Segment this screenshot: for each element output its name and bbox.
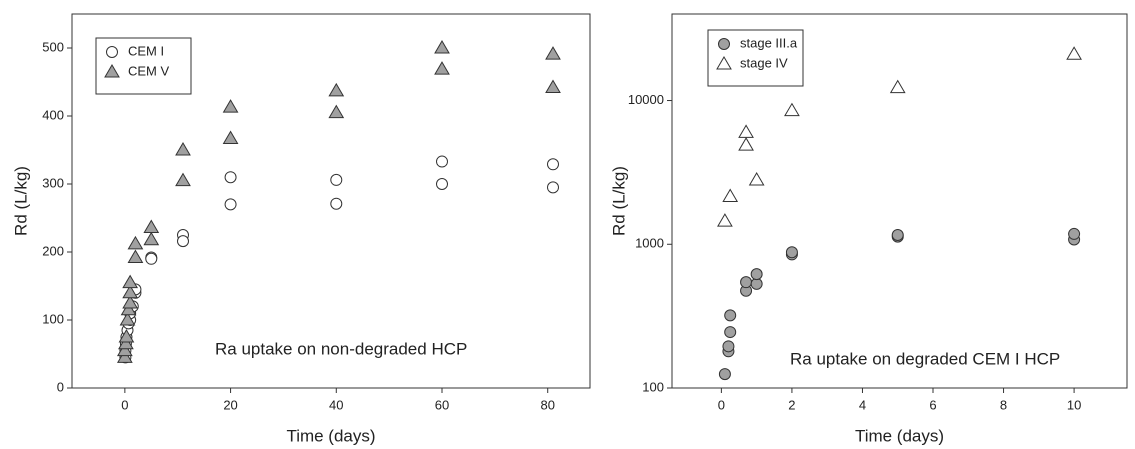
triangle-marker — [738, 137, 754, 151]
circle-marker — [224, 171, 237, 184]
x-axis-label: Time (days) — [286, 426, 375, 445]
legend-label: stage IV — [740, 55, 788, 70]
circle-marker — [177, 235, 189, 248]
triangle-marker — [738, 124, 754, 138]
triangle-marker — [116, 349, 133, 363]
triangle-marker — [1066, 46, 1082, 60]
y-tick-label: 400 — [42, 107, 64, 122]
circle-marker — [785, 246, 798, 259]
circle-marker — [547, 181, 559, 194]
y-axis-label: Rd (L/kg) — [609, 166, 628, 236]
triangle-marker — [222, 130, 239, 144]
y-tick-label: 0 — [57, 379, 64, 394]
y-tick-label: 200 — [42, 243, 64, 258]
plot-frame — [671, 13, 1128, 389]
triangle-marker — [143, 219, 160, 234]
x-tick-label: 80 — [540, 397, 554, 412]
circle-marker — [750, 268, 763, 281]
x-tick-label: 2 — [788, 397, 795, 412]
annotation: Ra uptake on non-degraded HCP — [215, 339, 467, 358]
legend-label: CEM V — [128, 63, 170, 78]
circle-marker — [436, 178, 448, 190]
x-tick-label: 8 — [1000, 397, 1007, 412]
y-tick-label: 1000 — [635, 236, 664, 251]
triangle-marker — [104, 64, 120, 78]
x-axis-label: Time (days) — [855, 426, 944, 445]
triangle-marker — [116, 342, 133, 357]
triangle-marker — [545, 46, 561, 60]
circle-marker — [724, 326, 737, 339]
triangle-marker — [716, 56, 732, 70]
circle-marker — [145, 252, 158, 265]
circle-marker — [1068, 227, 1081, 240]
x-tick-label: 60 — [435, 397, 449, 412]
circle-marker — [330, 197, 343, 210]
circle-marker — [718, 368, 731, 381]
triangle-marker — [722, 188, 739, 202]
x-tick-label: 0 — [121, 397, 128, 412]
circle-marker — [547, 158, 559, 171]
circle-marker — [891, 229, 904, 242]
plot-frame — [71, 13, 591, 389]
triangle-marker — [122, 295, 139, 309]
x-tick-label: 4 — [859, 397, 866, 412]
triangle-marker — [120, 301, 137, 316]
y-axis-label: Rd (L/kg) — [11, 166, 30, 236]
annotation: Ra uptake on degraded CEM I HCP — [790, 349, 1060, 368]
x-tick-label: 6 — [929, 397, 936, 412]
triangle-marker — [127, 235, 144, 250]
y-tick-label: 10000 — [628, 92, 664, 107]
triangle-marker — [434, 40, 450, 54]
triangle-marker — [122, 274, 139, 289]
circle-marker — [718, 38, 730, 50]
triangle-marker — [545, 79, 561, 93]
triangle-marker — [222, 99, 239, 113]
triangle-marker — [328, 82, 345, 97]
y-tick-label: 100 — [42, 311, 64, 326]
triangle-marker — [127, 249, 144, 263]
triangle-marker — [717, 213, 733, 227]
legend-label: CEM I — [128, 43, 164, 58]
triangle-marker — [889, 79, 906, 94]
circle-marker — [224, 198, 237, 211]
triangle-marker — [328, 104, 345, 119]
triangle-marker — [143, 231, 160, 246]
triangle-marker — [784, 102, 800, 117]
y-tick-label: 100 — [642, 379, 664, 394]
y-tick-label: 500 — [42, 39, 64, 54]
circle-marker — [436, 155, 448, 168]
x-tick-label: 40 — [329, 397, 343, 412]
circle-marker — [330, 173, 343, 186]
triangle-marker — [118, 335, 134, 350]
triangle-marker — [748, 172, 765, 186]
legend-label: stage III.a — [740, 35, 798, 50]
triangle-marker — [175, 142, 191, 156]
circle-marker — [722, 340, 735, 353]
x-tick-label: 10 — [1067, 397, 1081, 412]
circle-marker — [740, 276, 753, 289]
y-tick-label: 300 — [42, 175, 64, 190]
x-tick-label: 0 — [718, 397, 725, 412]
triangle-marker — [122, 284, 139, 299]
circle-marker — [724, 309, 737, 322]
x-tick-label: 20 — [223, 397, 237, 412]
triangle-marker — [175, 172, 191, 187]
triangle-marker — [434, 61, 450, 75]
triangle-marker — [119, 312, 136, 326]
circle-marker — [106, 46, 118, 58]
triangle-marker — [118, 329, 135, 343]
